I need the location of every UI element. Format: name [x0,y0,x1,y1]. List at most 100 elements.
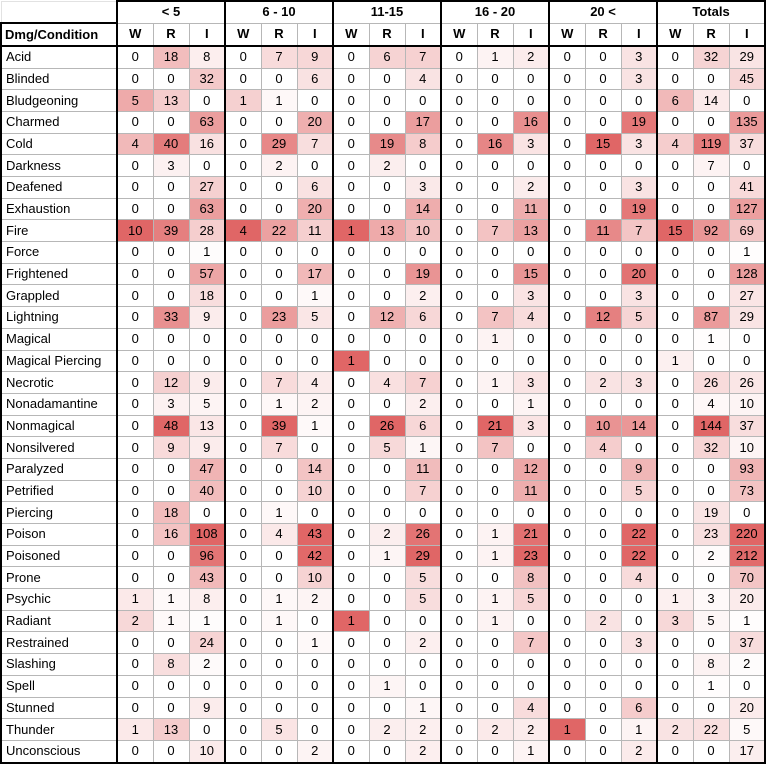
row-label: Poison [0,523,118,546]
value-cell: 0 [332,523,370,546]
value-cell: 212 [728,544,767,568]
value-cell: 19 [368,132,406,156]
value-cell: 0 [656,392,694,416]
value-cell: 0 [296,349,334,373]
value-cell: 12 [152,371,190,394]
table-row: Nonsilvered 0 9 9 0 7 0 0 5 1 0 7 0 0 4 0 0 32 10 [0,436,767,459]
row-label: Thunder [0,718,118,741]
value-cell: 0 [188,718,226,741]
row-label: Magical Piercing [0,349,118,373]
value-cell: 0 [584,262,622,286]
value-cell: 0 [152,67,190,91]
table-row: Thunder 1 13 0 0 5 0 0 2 2 0 2 2 1 0 1 2 22 5 [0,718,767,741]
value-cell: 22 [620,523,659,546]
value-cell: 0 [584,241,622,264]
value-cell: 0 [476,67,514,91]
row-label: Piercing [0,501,118,524]
value-cell: 0 [440,306,478,329]
value-cell: 0 [368,176,406,199]
value-cell: 0 [548,219,586,243]
value-cell: 1 [548,718,586,741]
value-cell: 0 [692,241,730,264]
corner-label: Dmg/Condition [0,22,118,47]
value-cell: 1 [692,327,730,351]
value-cell: 0 [116,523,154,546]
value-cell: 87 [692,306,730,329]
value-cell: 0 [656,306,694,329]
value-cell: 0 [656,544,694,568]
value-cell: 20 [296,197,334,221]
value-cell: 0 [548,501,586,524]
value-cell: 1 [296,631,334,655]
value-cell: 29 [728,306,767,329]
value-cell: 1 [728,241,767,264]
value-cell: 0 [116,241,154,264]
value-cell: 0 [584,154,622,177]
table-row: Fire 10 39 28 4 22 11 1 13 10 0 7 13 0 11 7 15 92 69 [0,219,767,243]
value-cell: 0 [512,501,551,524]
value-cell: 0 [440,392,478,416]
value-cell: 5 [368,436,406,459]
value-cell: 0 [548,609,586,633]
subheader-row: Dmg/Condition W R I W R I W R I W R I W R I W R I [0,22,767,47]
row-label: Fire [0,219,118,243]
value-cell: 12 [512,457,551,481]
value-cell: 0 [368,696,406,720]
value-cell: 9 [188,436,226,459]
value-cell: 0 [224,262,262,286]
value-cell: 0 [620,436,659,459]
value-cell: 0 [152,349,190,373]
value-cell: 0 [116,653,154,676]
table-row: Magical 0 0 0 0 0 0 0 0 0 0 1 0 0 0 0 0 1 0 [0,327,767,351]
header-blank-cell [0,0,118,24]
value-cell: 0 [620,588,659,611]
value-cell: 13 [512,219,551,243]
value-cell: 0 [476,674,514,698]
group-header: 6 - 10 [224,0,334,24]
value-cell: 0 [332,110,370,134]
row-label: Prone [0,566,118,590]
value-cell: 2 [584,609,622,633]
value-cell: 2 [404,284,442,308]
value-cell: 0 [584,631,622,655]
value-cell: 1 [476,523,514,546]
value-cell: 0 [656,674,694,698]
value-cell: 3 [620,631,659,655]
value-cell: 8 [152,653,190,676]
value-cell: 0 [368,284,406,308]
value-cell: 0 [548,739,586,764]
value-cell: 0 [116,436,154,459]
subheader-r: R [368,22,406,47]
value-cell: 0 [440,327,478,351]
value-cell: 1 [116,718,154,741]
value-cell: 0 [224,718,262,741]
value-cell: 0 [152,241,190,264]
value-cell: 0 [548,132,586,156]
value-cell: 5 [620,306,659,329]
value-cell: 70 [728,566,767,590]
value-cell: 128 [728,262,767,286]
row-label: Slashing [0,653,118,676]
value-cell: 220 [728,523,767,546]
row-label: Bludgeoning [0,89,118,112]
value-cell: 0 [620,241,659,264]
value-cell: 1 [656,588,694,611]
value-cell: 13 [152,89,190,112]
value-cell: 1 [152,609,190,633]
value-cell: 0 [116,566,154,590]
value-cell: 0 [656,566,694,590]
value-cell: 0 [476,89,514,112]
value-cell: 3 [656,609,694,633]
value-cell: 0 [224,67,262,91]
value-cell: 0 [476,653,514,676]
value-cell: 5 [512,588,551,611]
value-cell: 0 [440,414,478,438]
value-cell: 10 [404,219,442,243]
value-cell: 0 [332,457,370,481]
value-cell: 7 [296,132,334,156]
value-cell: 0 [548,631,586,655]
value-cell: 0 [116,154,154,177]
subheader-w: W [116,22,154,47]
value-cell: 0 [224,349,262,373]
